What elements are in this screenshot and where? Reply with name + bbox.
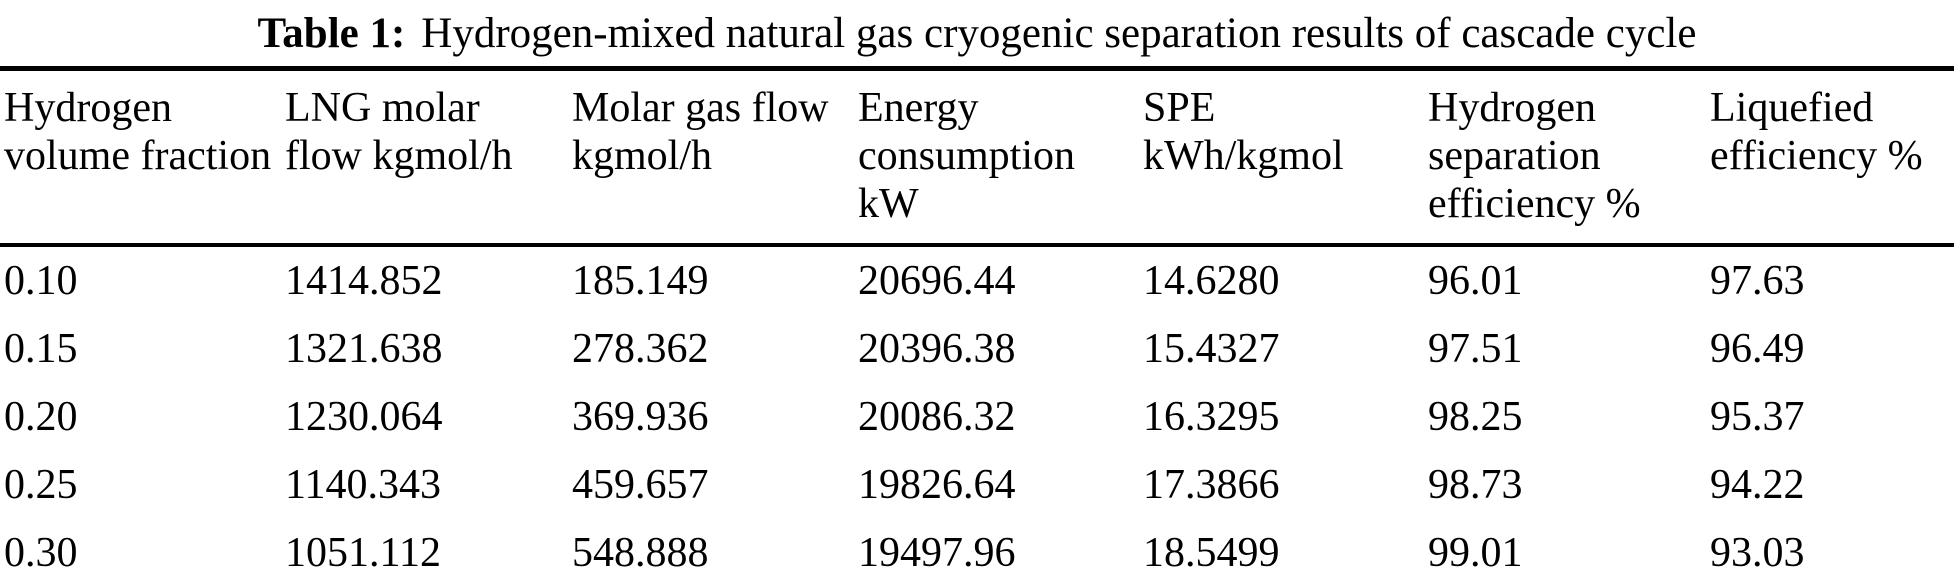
cell-hydrogen-separation-efficiency: 97.51 [1428, 325, 1523, 372]
cell-spe: 15.4327 [1143, 325, 1280, 372]
cell-lng-molar-flow: 1230.064 [285, 393, 443, 440]
table-caption-text: Hydrogen-mixed natural gas cryogenic sep… [421, 10, 1697, 57]
cell-spe: 18.5499 [1143, 529, 1280, 576]
cell-liquefied-efficiency: 96.49 [1710, 325, 1805, 372]
cell-molar-gas-flow: 185.149 [572, 257, 709, 304]
results-table-header: Hydrogen volume fraction LNG molar flow … [0, 68, 1954, 247]
cell-molar-gas-flow: 278.362 [572, 325, 709, 372]
cell-molar-gas-flow: 369.936 [572, 393, 709, 440]
column-header-hydrogen-separation-efficiency: Hydrogen separation efficiency % [1428, 68, 1710, 247]
cell-lng-molar-flow: 1051.112 [285, 529, 441, 576]
cell-liquefied-efficiency: 94.22 [1710, 461, 1805, 508]
column-header-lng-molar-flow: LNG molar flow kgmol/h [285, 68, 572, 247]
cell-liquefied-efficiency: 93.03 [1710, 529, 1805, 576]
cell-hydrogen-separation-efficiency: 99.01 [1428, 529, 1523, 576]
cell-hydrogen-volume-fraction: 0.10 [4, 257, 78, 304]
table-row: 0.30 1051.112 548.888 19497.96 18.5499 9… [0, 519, 1954, 579]
cell-lng-molar-flow: 1414.852 [285, 257, 443, 304]
column-header-liquefied-efficiency: Liquefied efficiency % [1710, 68, 1954, 247]
table-caption-label: Table 1: [257, 10, 406, 57]
cell-spe: 17.3866 [1143, 461, 1280, 508]
table-row: 0.15 1321.638 278.362 20396.38 15.4327 9… [0, 315, 1954, 383]
cell-liquefied-efficiency: 97.63 [1710, 257, 1805, 304]
cell-liquefied-efficiency: 95.37 [1710, 393, 1805, 440]
table-caption: Table 1: Hydrogen-mixed natural gas cryog… [0, 0, 1954, 66]
cell-hydrogen-separation-efficiency: 96.01 [1428, 257, 1523, 304]
table-row: 0.20 1230.064 369.936 20086.32 16.3295 9… [0, 383, 1954, 451]
column-header-molar-gas-flow: Molar gas flow kgmol/h [572, 68, 858, 247]
cell-energy-consumption: 20086.32 [858, 393, 1016, 440]
cell-hydrogen-volume-fraction: 0.15 [4, 325, 78, 372]
column-header-energy-consumption: Energy consumption kW [858, 68, 1143, 247]
table-row: 0.25 1140.343 459.657 19826.64 17.3866 9… [0, 451, 1954, 519]
cell-molar-gas-flow: 459.657 [572, 461, 709, 508]
cell-hydrogen-volume-fraction: 0.20 [4, 393, 78, 440]
cell-energy-consumption: 20396.38 [858, 325, 1016, 372]
cell-energy-consumption: 19497.96 [858, 529, 1016, 576]
column-header-spe: SPE kWh/kgmol [1143, 68, 1428, 247]
column-header-hydrogen-volume-fraction: Hydrogen volume fraction [0, 68, 285, 247]
results-table-body: 0.10 1414.852 185.149 20696.44 14.6280 9… [0, 245, 1954, 579]
cell-energy-consumption: 20696.44 [858, 257, 1016, 304]
table-row: 0.10 1414.852 185.149 20696.44 14.6280 9… [0, 245, 1954, 315]
cell-lng-molar-flow: 1140.343 [285, 461, 441, 508]
cell-hydrogen-separation-efficiency: 98.73 [1428, 461, 1523, 508]
cell-hydrogen-separation-efficiency: 98.25 [1428, 393, 1523, 440]
cell-molar-gas-flow: 548.888 [572, 529, 709, 576]
cell-hydrogen-volume-fraction: 0.30 [4, 529, 78, 576]
cell-spe: 14.6280 [1143, 257, 1280, 304]
cell-energy-consumption: 19826.64 [858, 461, 1016, 508]
cell-spe: 16.3295 [1143, 393, 1280, 440]
results-table: Hydrogen volume fraction LNG molar flow … [0, 66, 1954, 579]
cell-hydrogen-volume-fraction: 0.25 [4, 461, 78, 508]
cell-lng-molar-flow: 1321.638 [285, 325, 443, 372]
header-row: Hydrogen volume fraction LNG molar flow … [0, 68, 1954, 247]
